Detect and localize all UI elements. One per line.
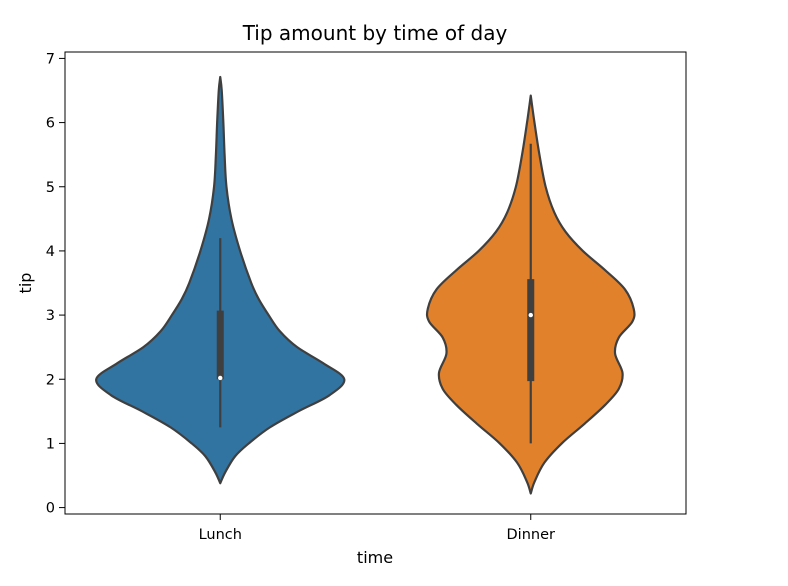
y-tick-label: 2 bbox=[46, 372, 55, 388]
y-tick-label: 3 bbox=[46, 308, 55, 324]
x-axis: Lunch Dinner bbox=[199, 514, 555, 543]
violin-dinner bbox=[425, 94, 636, 495]
y-axis: 0 1 2 3 4 5 6 7 bbox=[46, 51, 65, 517]
y-tick-label: 1 bbox=[46, 436, 55, 452]
y-axis-label: tip bbox=[16, 273, 35, 294]
x-axis-label: time bbox=[357, 548, 393, 567]
x-tick-label: Lunch bbox=[199, 527, 242, 543]
median-marker bbox=[218, 375, 223, 381]
y-tick-label: 4 bbox=[46, 244, 55, 260]
y-tick-label: 5 bbox=[46, 180, 55, 196]
y-tick-label: 7 bbox=[46, 51, 55, 67]
y-tick-label: 6 bbox=[46, 116, 55, 132]
chart-title: Tip amount by time of day bbox=[242, 21, 508, 45]
violins bbox=[95, 75, 636, 495]
y-tick-label: 0 bbox=[46, 501, 55, 517]
plot-area bbox=[64, 51, 687, 515]
median-marker bbox=[528, 312, 533, 318]
x-tick-label: Dinner bbox=[507, 527, 555, 543]
plot-frame bbox=[64, 51, 687, 515]
violin-lunch bbox=[95, 75, 346, 485]
